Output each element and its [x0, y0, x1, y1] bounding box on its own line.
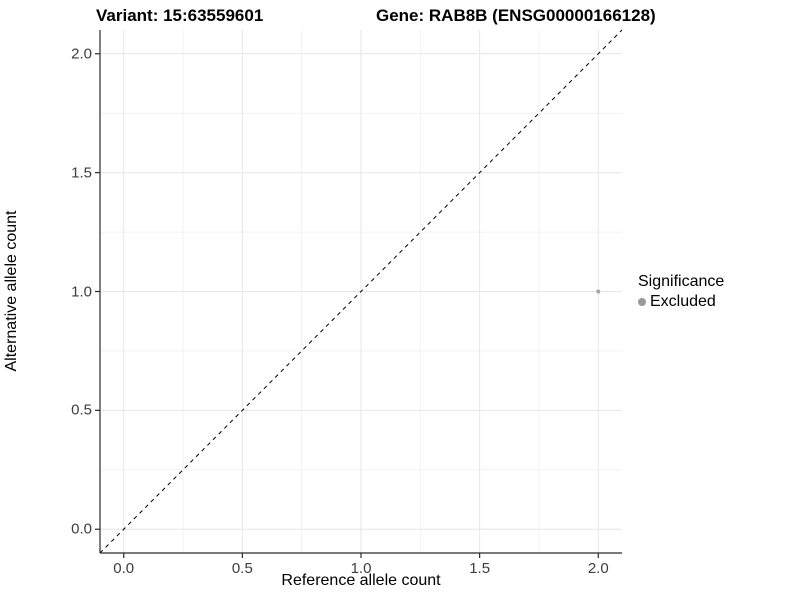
x-tick-label: 1.5: [469, 560, 491, 577]
x-axis-title: Reference allele count: [281, 572, 441, 589]
y-tick-label: 1.5: [71, 164, 92, 182]
y-tick-label: 0.0: [71, 520, 92, 538]
legend-title: Significance: [638, 273, 725, 290]
x-tick-label: 0.5: [231, 560, 253, 577]
y-tick-label: 0.5: [71, 401, 92, 419]
x-tick-label: 2.0: [587, 560, 609, 577]
x-tick-label: 0.0: [113, 560, 135, 577]
y-tick-label: 2.0: [71, 45, 92, 63]
plot-title-gene: Gene: RAB8B (ENSG00000166128): [376, 6, 656, 25]
x-tick-label: 1.0: [350, 560, 372, 577]
legend: Significance Excluded: [638, 273, 724, 311]
legend-point-icon: [638, 298, 646, 306]
identity-line: [99, 29, 623, 554]
plot-title-variant: Variant: 15:63559601: [96, 6, 264, 25]
legend-item-excluded: Excluded: [638, 293, 724, 311]
legend-item-label: Excluded: [650, 293, 716, 310]
y-tick-label: 1.0: [71, 283, 92, 300]
y-axis-title: Alternative allele count: [3, 210, 20, 372]
data-point: [596, 289, 601, 294]
